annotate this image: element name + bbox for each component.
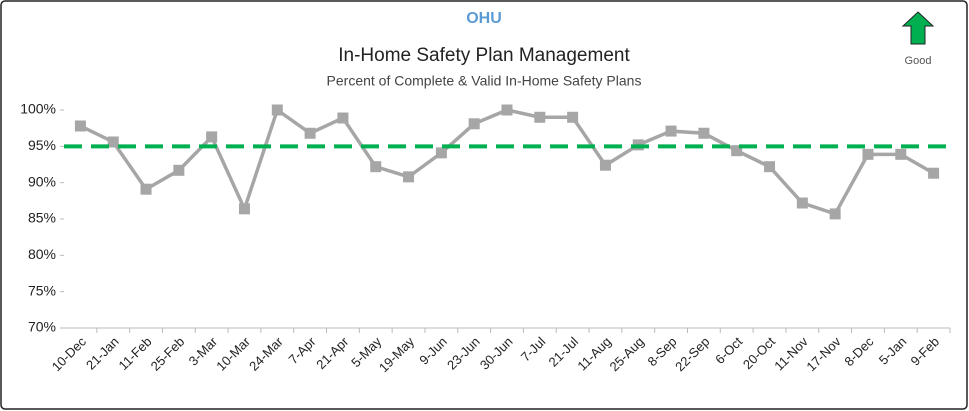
data-point (403, 171, 415, 183)
y-tick-label: 75% (28, 282, 56, 298)
data-point (928, 167, 940, 179)
data-point (501, 104, 513, 116)
data-point (304, 127, 316, 139)
data-point (829, 208, 841, 220)
data-point (731, 145, 743, 157)
data-point (173, 164, 185, 176)
data-point (107, 136, 119, 148)
data-point (206, 131, 218, 143)
y-tick-label: 90% (28, 173, 56, 189)
data-point (862, 148, 874, 160)
chart-header: OHU (466, 10, 502, 27)
data-point (599, 159, 611, 171)
data-point (895, 148, 907, 160)
data-point (665, 125, 677, 137)
chart-title: In-Home Safety Plan Management (338, 45, 630, 66)
good-label: Good (905, 55, 932, 67)
data-point (74, 120, 86, 132)
y-tick-label: 100% (20, 101, 56, 117)
chart-subtitle: Percent of Complete & Valid In-Home Safe… (327, 73, 642, 89)
data-point (567, 111, 579, 123)
y-tick-label: 85% (28, 210, 56, 226)
y-tick-label: 70% (28, 319, 56, 335)
data-point (468, 118, 480, 130)
data-point (370, 161, 382, 173)
data-point (337, 112, 349, 124)
good-arrow (901, 11, 935, 45)
data-point (140, 183, 152, 195)
data-point (435, 147, 447, 159)
data-point (238, 203, 250, 215)
data-point (534, 111, 546, 123)
data-point (796, 197, 808, 209)
y-tick-label: 80% (28, 246, 56, 262)
y-tick-label: 95% (28, 137, 56, 153)
data-point (271, 104, 283, 116)
data-point (764, 161, 776, 173)
data-point (698, 127, 710, 139)
